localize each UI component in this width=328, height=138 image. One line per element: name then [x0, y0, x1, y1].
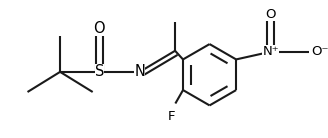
Text: F: F	[168, 110, 175, 123]
Text: O: O	[93, 21, 105, 36]
Text: O: O	[265, 8, 276, 21]
Text: N: N	[134, 64, 145, 79]
Text: N⁺: N⁺	[262, 45, 279, 58]
Text: S: S	[95, 64, 104, 79]
Text: O⁻: O⁻	[312, 45, 328, 58]
